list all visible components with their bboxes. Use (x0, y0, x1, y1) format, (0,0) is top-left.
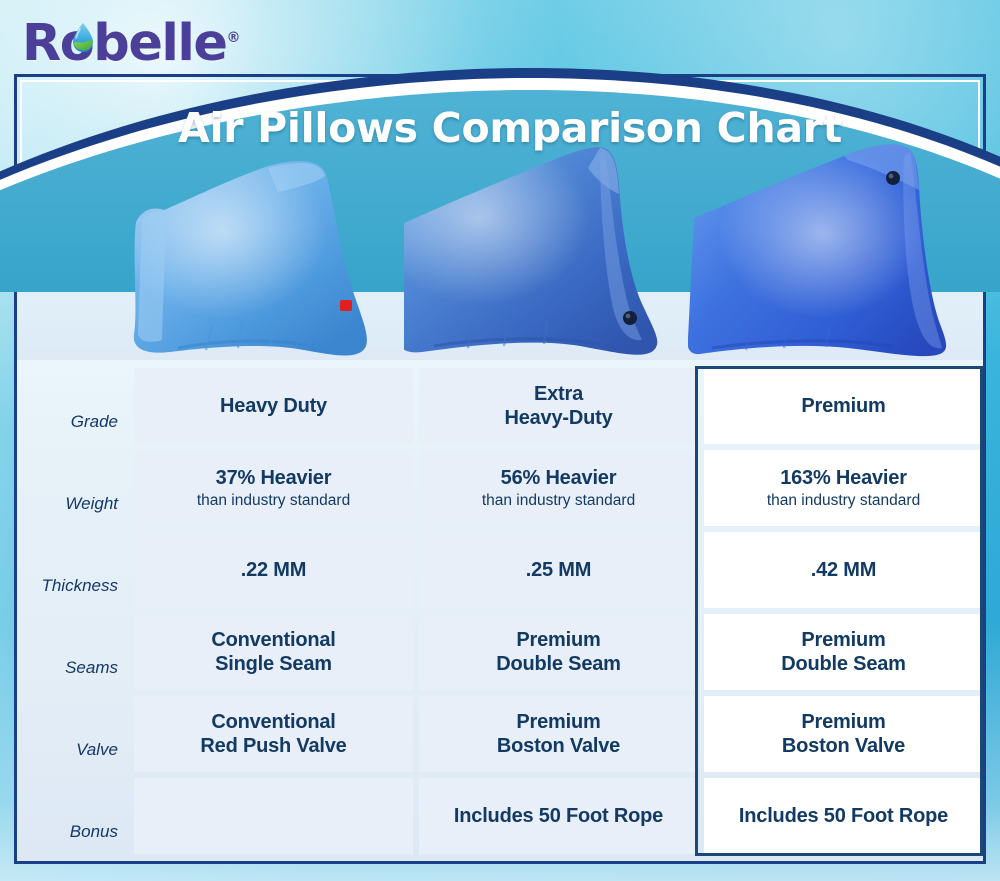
product-image-heavy-duty (133, 160, 367, 356)
cell-bonus-extra-heavy-duty: Includes 50 Foot Rope (419, 778, 698, 854)
row-label-grade: Grade (70, 412, 118, 431)
cell-bonus-heavy-duty (134, 778, 413, 854)
row-label-thickness: Thickness (41, 576, 118, 595)
row-label-bonus: Bonus (69, 822, 118, 841)
cell-valve-heavy-duty: Conventional Red Push Valve (134, 696, 413, 772)
cell-subtext: than industry standard (481, 492, 636, 509)
cell-text: .22 MM (240, 558, 307, 581)
brand-name: Robelle (22, 13, 228, 73)
table-row: Seams Conventional Single Seam Premium D… (17, 614, 983, 690)
cell-text: 37% Heavier (215, 466, 332, 489)
cell-text: Premium (516, 628, 601, 651)
cell-grade-premium: Premium (704, 368, 983, 444)
cell-thickness-premium: .42 MM (704, 532, 983, 608)
boston-valve-icon (886, 171, 900, 185)
table-row: Grade Heavy Duty Extra Heavy-Duty Premiu… (17, 368, 983, 444)
row-label-weight: Weight (65, 494, 118, 513)
cell-grade-heavy-duty: Heavy Duty (134, 368, 413, 444)
red-push-valve-icon (340, 300, 352, 311)
cell-valve-extra-heavy-duty: Premium Boston Valve (419, 696, 698, 772)
table-row: Thickness .22 MM .25 MM .42 MM (17, 532, 983, 608)
cell-text: 56% Heavier (500, 466, 617, 489)
cell-text-2: Boston Valve (496, 735, 621, 757)
cell-text: Premium (801, 628, 886, 651)
table-row: Valve Conventional Red Push Valve Premiu… (17, 696, 983, 772)
cell-text-2: Single Seam (215, 653, 332, 675)
comparison-table: Grade Heavy Duty Extra Heavy-Duty Premiu… (17, 368, 983, 854)
cell-valve-premium: Premium Boston Valve (704, 696, 983, 772)
cell-text: Conventional (211, 628, 336, 651)
cell-text: Extra (533, 382, 584, 405)
cell-text-2: Boston Valve (781, 735, 906, 757)
cell-weight-premium: 163% Heavier than industry standard (704, 450, 983, 526)
water-droplet-icon (73, 23, 93, 52)
cell-grade-extra-heavy-duty: Extra Heavy-Duty (419, 368, 698, 444)
row-label-valve: Valve (76, 740, 118, 759)
cell-text-2: Double Seam (496, 653, 621, 675)
product-image-premium (688, 144, 946, 357)
cell-text: Includes 50 Foot Rope (453, 804, 664, 827)
cell-subtext: than industry standard (766, 492, 921, 509)
cell-text: .42 MM (810, 558, 877, 581)
brand-logo: Robelle® (22, 12, 240, 74)
cell-text: Heavy Duty (220, 394, 327, 417)
cell-text-2: Red Push Valve (200, 735, 347, 757)
brand-wordmark: Robelle® (22, 18, 240, 69)
cell-text: Conventional (211, 710, 336, 733)
cell-text: .25 MM (525, 558, 592, 581)
cell-weight-heavy-duty: 37% Heavier than industry standard (134, 450, 413, 526)
cell-thickness-extra-heavy-duty: .25 MM (419, 532, 698, 608)
cell-weight-extra-heavy-duty: 56% Heavier than industry standard (419, 450, 698, 526)
table-row: Weight 37% Heavier than industry standar… (17, 450, 983, 526)
cell-seams-premium: Premium Double Seam (704, 614, 983, 690)
table-row: Bonus Includes 50 Foot Rope Includes 50 … (17, 778, 983, 854)
cell-text: 163% Heavier (780, 466, 907, 489)
cell-text: Premium (801, 394, 886, 417)
registered-trademark-mark: ® (226, 29, 241, 46)
cell-seams-heavy-duty: Conventional Single Seam (134, 614, 413, 690)
boston-valve-icon (623, 311, 637, 325)
product-image-extra-heavy-duty (404, 147, 658, 355)
cell-seams-extra-heavy-duty: Premium Double Seam (419, 614, 698, 690)
cell-text: Premium (801, 710, 886, 733)
cell-text: Premium (516, 710, 601, 733)
cell-subtext: than industry standard (196, 492, 351, 509)
cell-bonus-premium: Includes 50 Foot Rope (704, 778, 983, 854)
cell-text-2: Heavy-Duty (504, 407, 613, 429)
cell-text: Includes 50 Foot Rope (738, 804, 949, 827)
cell-text-2: Double Seam (781, 653, 906, 675)
row-label-seams: Seams (65, 658, 118, 677)
cell-thickness-heavy-duty: .22 MM (134, 532, 413, 608)
